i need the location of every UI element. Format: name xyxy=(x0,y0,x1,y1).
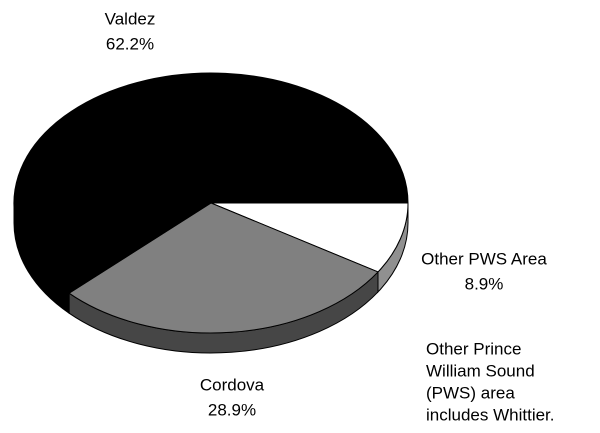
annotation: William Sound xyxy=(426,361,535,380)
pie-slice xyxy=(13,72,409,294)
slice-value-label: 28.9% xyxy=(208,400,256,419)
slice-label: Valdez xyxy=(105,9,156,28)
pie-slice xyxy=(210,202,409,273)
annotation: Other Prince xyxy=(426,339,521,358)
slice-label: Cordova xyxy=(200,375,265,394)
annotation: includes Whittier. xyxy=(426,405,555,424)
slice-label: Other PWS Area xyxy=(421,249,547,268)
annotation: (PWS) area xyxy=(426,383,515,402)
slice-value-label: 8.9% xyxy=(465,274,504,293)
pie-slice xyxy=(68,202,379,334)
slice-value-label: 62.2% xyxy=(106,34,154,53)
